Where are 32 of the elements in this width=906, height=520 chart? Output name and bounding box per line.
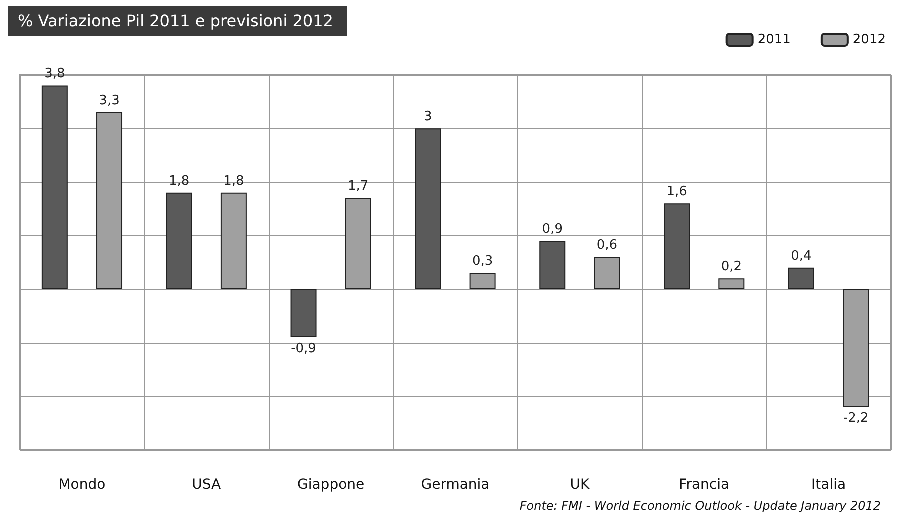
- x-tick-label: Italia: [812, 477, 846, 493]
- x-tick-label: UK: [570, 477, 590, 493]
- data-label: 1,8: [169, 174, 190, 189]
- x-tick-label: USA: [192, 477, 222, 493]
- data-label: 0,2: [721, 260, 742, 275]
- data-label: 0,3: [472, 254, 494, 270]
- x-tick-label: Germania: [421, 477, 490, 493]
- data-label: 3: [424, 110, 432, 125]
- data-label: 1,7: [348, 179, 369, 194]
- bar: [42, 86, 68, 290]
- source-note: Fonte: FMI - World Economic Outlook - Update January 2012: [520, 499, 882, 513]
- data-label: 1,6: [666, 184, 688, 200]
- bar: [664, 204, 690, 290]
- data-label: -2,2: [843, 411, 869, 426]
- bar: [290, 289, 317, 338]
- data-label: 3,3: [99, 94, 120, 108]
- data-label: 0,4: [791, 248, 812, 264]
- bar: [540, 241, 566, 290]
- bar: [166, 192, 192, 290]
- data-label: 3,8: [44, 66, 66, 82]
- data-label: 0,9: [542, 222, 563, 238]
- legend-label: 2011: [758, 32, 791, 48]
- data-label: -0,9: [291, 342, 316, 356]
- bar: [788, 268, 814, 290]
- x-tick-label: Francia: [679, 477, 730, 493]
- bar: [415, 128, 442, 290]
- data-label: 0,6: [596, 238, 618, 254]
- data-label: 1,8: [224, 174, 244, 189]
- x-tick-label: Giappone: [297, 477, 365, 493]
- legend-label: 2012: [852, 32, 886, 48]
- chart-title: % Variazione Pil 2011 e previsioni 2012: [18, 12, 334, 30]
- x-tick-label: Mondo: [58, 477, 106, 493]
